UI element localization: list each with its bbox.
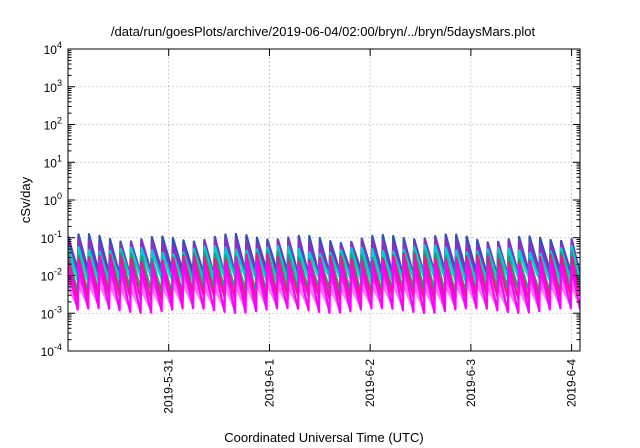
x-tick-label: 2019-6-3 bbox=[464, 359, 478, 407]
x-tick-label: 2019-6-1 bbox=[262, 359, 276, 407]
y-tick-label: 104 bbox=[44, 40, 62, 57]
axis-ticks: 10-4 10-3 10-2 10-1 100 101 102 103 104 2019-5-31… bbox=[41, 40, 580, 414]
x-tick-label: 2019-5-31 bbox=[162, 359, 176, 414]
x-tick-label: 2019-6-2 bbox=[363, 359, 377, 407]
y-tick-label: 10-2 bbox=[41, 267, 62, 284]
y-tick-label: 10-4 bbox=[41, 342, 62, 359]
y-tick-label: 10-1 bbox=[41, 229, 62, 246]
y-tick-label: 102 bbox=[44, 116, 62, 133]
y-axis-label: cSv/day bbox=[18, 176, 33, 223]
x-axis-label: Coordinated Universal Time (UTC) bbox=[224, 430, 423, 445]
series-area bbox=[68, 260, 580, 313]
y-tick-label: 101 bbox=[44, 153, 62, 170]
plot-frame bbox=[67, 48, 581, 352]
series-area bbox=[68, 245, 580, 282]
grid bbox=[68, 49, 580, 351]
plot-series bbox=[68, 232, 580, 314]
y-tick-label: 103 bbox=[44, 78, 62, 95]
y-tick-label: 10-3 bbox=[41, 304, 62, 321]
chart-title: /data/run/goesPlots/archive/2019-06-04/0… bbox=[111, 24, 536, 39]
x-tick-label: 2019-6-4 bbox=[565, 359, 579, 407]
y-tick-label: 100 bbox=[44, 191, 62, 208]
